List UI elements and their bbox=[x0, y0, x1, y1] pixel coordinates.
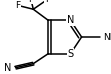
Text: NH₂: NH₂ bbox=[103, 32, 111, 42]
Text: F: F bbox=[45, 0, 50, 4]
Text: N: N bbox=[4, 63, 11, 73]
Text: S: S bbox=[67, 49, 74, 59]
Text: F: F bbox=[15, 1, 20, 10]
Text: N: N bbox=[67, 15, 74, 25]
Text: F: F bbox=[29, 0, 34, 4]
